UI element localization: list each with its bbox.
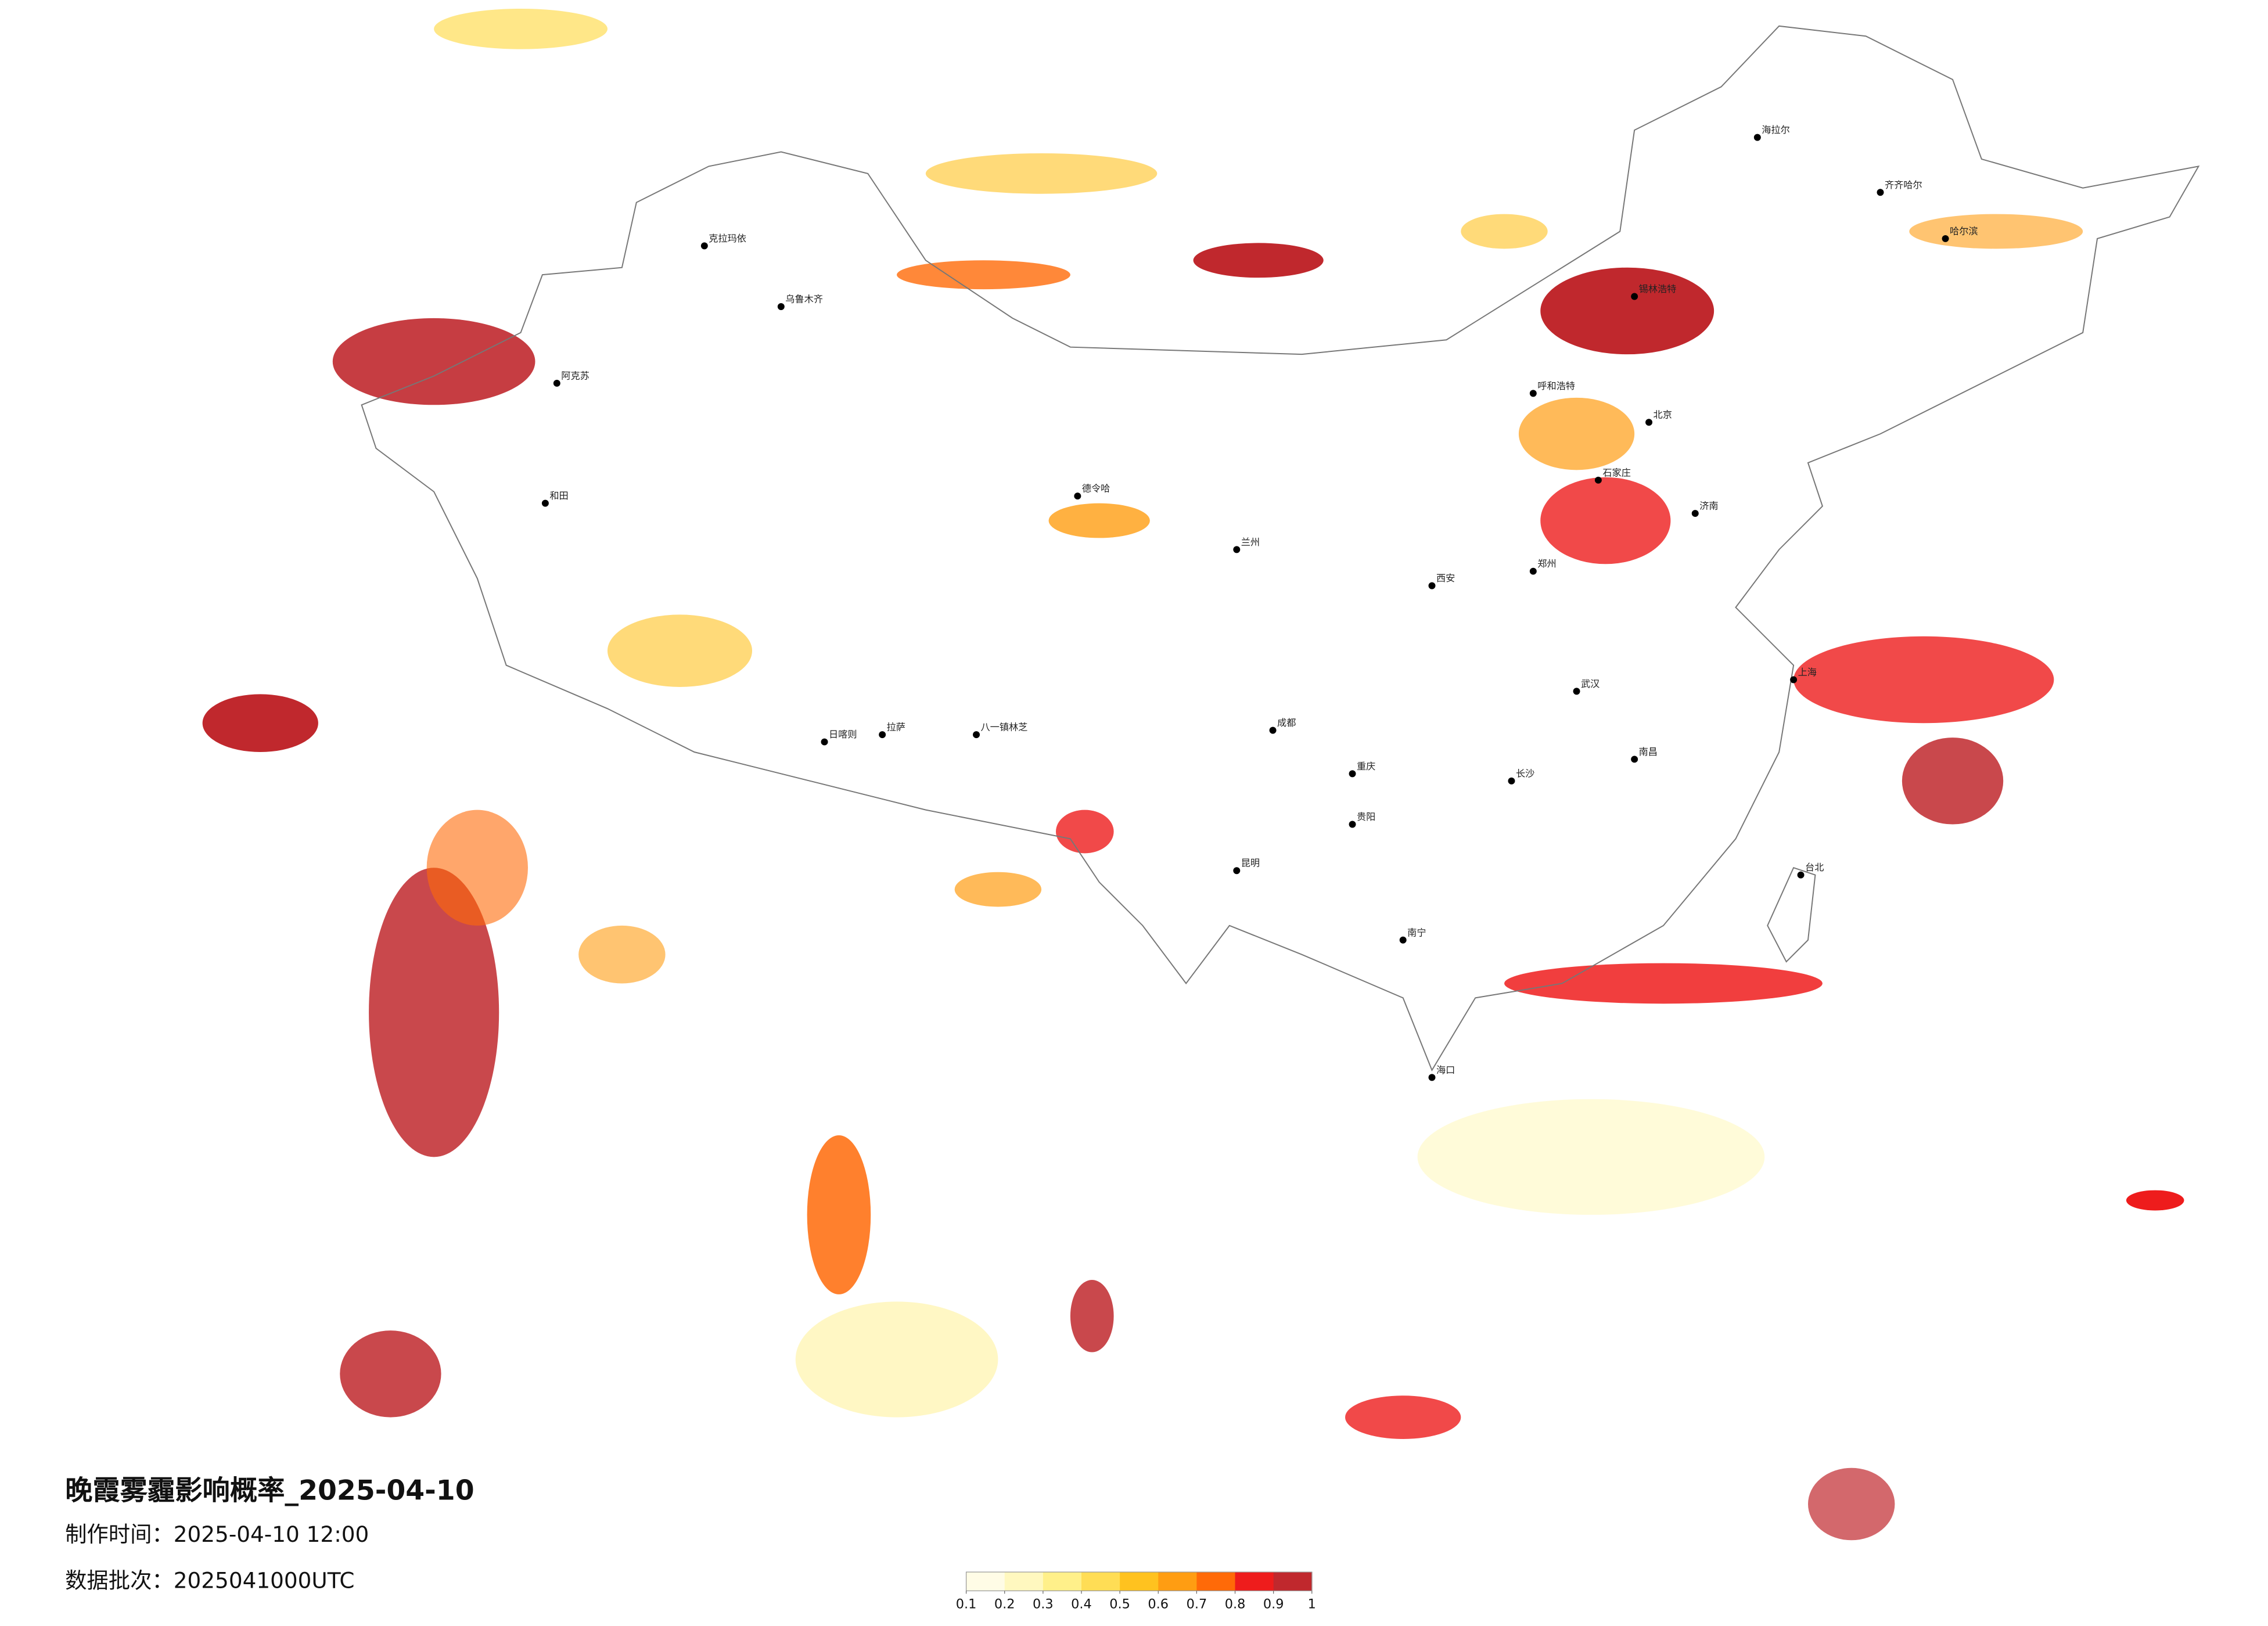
legend-swatch [1004,1572,1044,1591]
city-dot [1233,546,1241,553]
city-label: 北京 [1654,409,1672,420]
map-title: 晚霞雾霾影响概率_2025-04-10 [65,1475,475,1507]
city-dot [777,303,785,310]
city-dot [1508,777,1515,785]
legend-tick-label: 1 [1308,1596,1316,1611]
city-label: 齐齐哈尔 [1885,179,1922,190]
city-label: 德令哈 [1082,483,1110,494]
city-dot [1233,867,1241,875]
city-dot [1428,582,1436,589]
legend-swatch [1043,1572,1082,1591]
city-label: 海拉尔 [1762,124,1790,135]
legend: 0.1 0.2 0.3 0.4 0.5 0.6 0.7 0.8 0.9 1 [956,1571,1316,1611]
city-label: 重庆 [1357,761,1375,772]
city-dot [1631,756,1638,763]
city-dot [1753,134,1761,141]
probability-field [202,8,2184,1541]
made-time: 制作时间：2025-04-10 12:00 [65,1521,369,1547]
city-label: 武汉 [1581,678,1600,689]
legend-swatch [1273,1572,1313,1591]
city-label: 乌鲁木齐 [785,293,823,304]
city-dot [553,379,560,387]
legend-swatch [966,1572,1005,1591]
city-dot [1631,293,1638,300]
city-dot [1877,189,1884,196]
city-dot [541,499,549,507]
city-label: 石家庄 [1602,467,1631,478]
city-label: 兰州 [1241,537,1260,548]
legend-tick-label: 0.8 [1225,1596,1246,1611]
legend-tick-label: 0.2 [994,1596,1015,1611]
legend-tick-label: 0.4 [1071,1596,1092,1611]
city-label: 锡林浩特 [1639,283,1677,294]
legend-swatch [1081,1572,1120,1591]
legend-tick-label: 0.6 [1148,1596,1169,1611]
city-label: 郑州 [1537,558,1556,569]
city-dot [879,731,886,739]
legend-tick-label: 0.1 [956,1596,977,1611]
city-dot [1790,676,1798,684]
city-label: 日喀则 [829,729,857,740]
city-label: 和田 [549,490,568,501]
city-label: 阿克苏 [561,370,590,381]
legend-swatch [1235,1572,1274,1591]
city-label: 海口 [1436,1064,1455,1075]
city-label: 拉萨 [887,722,905,733]
city-label: 西安 [1436,573,1455,584]
legend-tick-label: 0.9 [1263,1596,1284,1611]
city-label: 长沙 [1516,768,1534,779]
data-batch: 数据批次：2025041000UTC [65,1567,354,1593]
city-dot [1529,390,1537,397]
city-label: 南昌 [1639,746,1658,757]
city-label: 昆明 [1241,858,1260,869]
city-dot [1399,936,1407,944]
legend-tick-label: 0.5 [1109,1596,1130,1611]
city-label: 八一镇林芝 [980,722,1027,733]
city-dot [1942,235,1949,242]
city-dot [1797,871,1805,879]
legend-swatch [1158,1572,1198,1591]
city-label: 上海 [1798,667,1817,678]
city-label: 哈尔滨 [1950,225,1978,236]
city-label: 贵阳 [1357,811,1375,822]
city-label: 克拉玛依 [709,233,746,244]
city-dot [1594,476,1602,484]
legend-tick-label: 0.7 [1187,1596,1207,1611]
city-dot [1428,1074,1436,1081]
city-label: 呼和浩特 [1537,380,1575,391]
city-dot [1349,821,1356,828]
city-label: 南宁 [1407,927,1426,938]
legend-swatch [1120,1572,1159,1591]
city-dot [973,731,980,739]
city-dot [1269,726,1277,734]
china-outline [361,25,2200,1072]
city-dot [1691,510,1699,517]
city-dot [1529,567,1537,575]
city-dot [1349,770,1356,778]
city-dot [1573,688,1580,695]
city-dot [821,738,828,746]
city-label: 成都 [1277,717,1296,728]
legend-frame [965,1571,1313,1592]
legend-tick-label: 0.3 [1033,1596,1054,1611]
city-label: 台北 [1805,862,1824,873]
city-dot [1074,492,1081,500]
city-dot [700,242,708,250]
city-dot [1645,419,1653,426]
taiwan-outline [1767,867,1816,963]
city-label: 济南 [1699,501,1718,512]
legend-swatch [1196,1572,1236,1591]
